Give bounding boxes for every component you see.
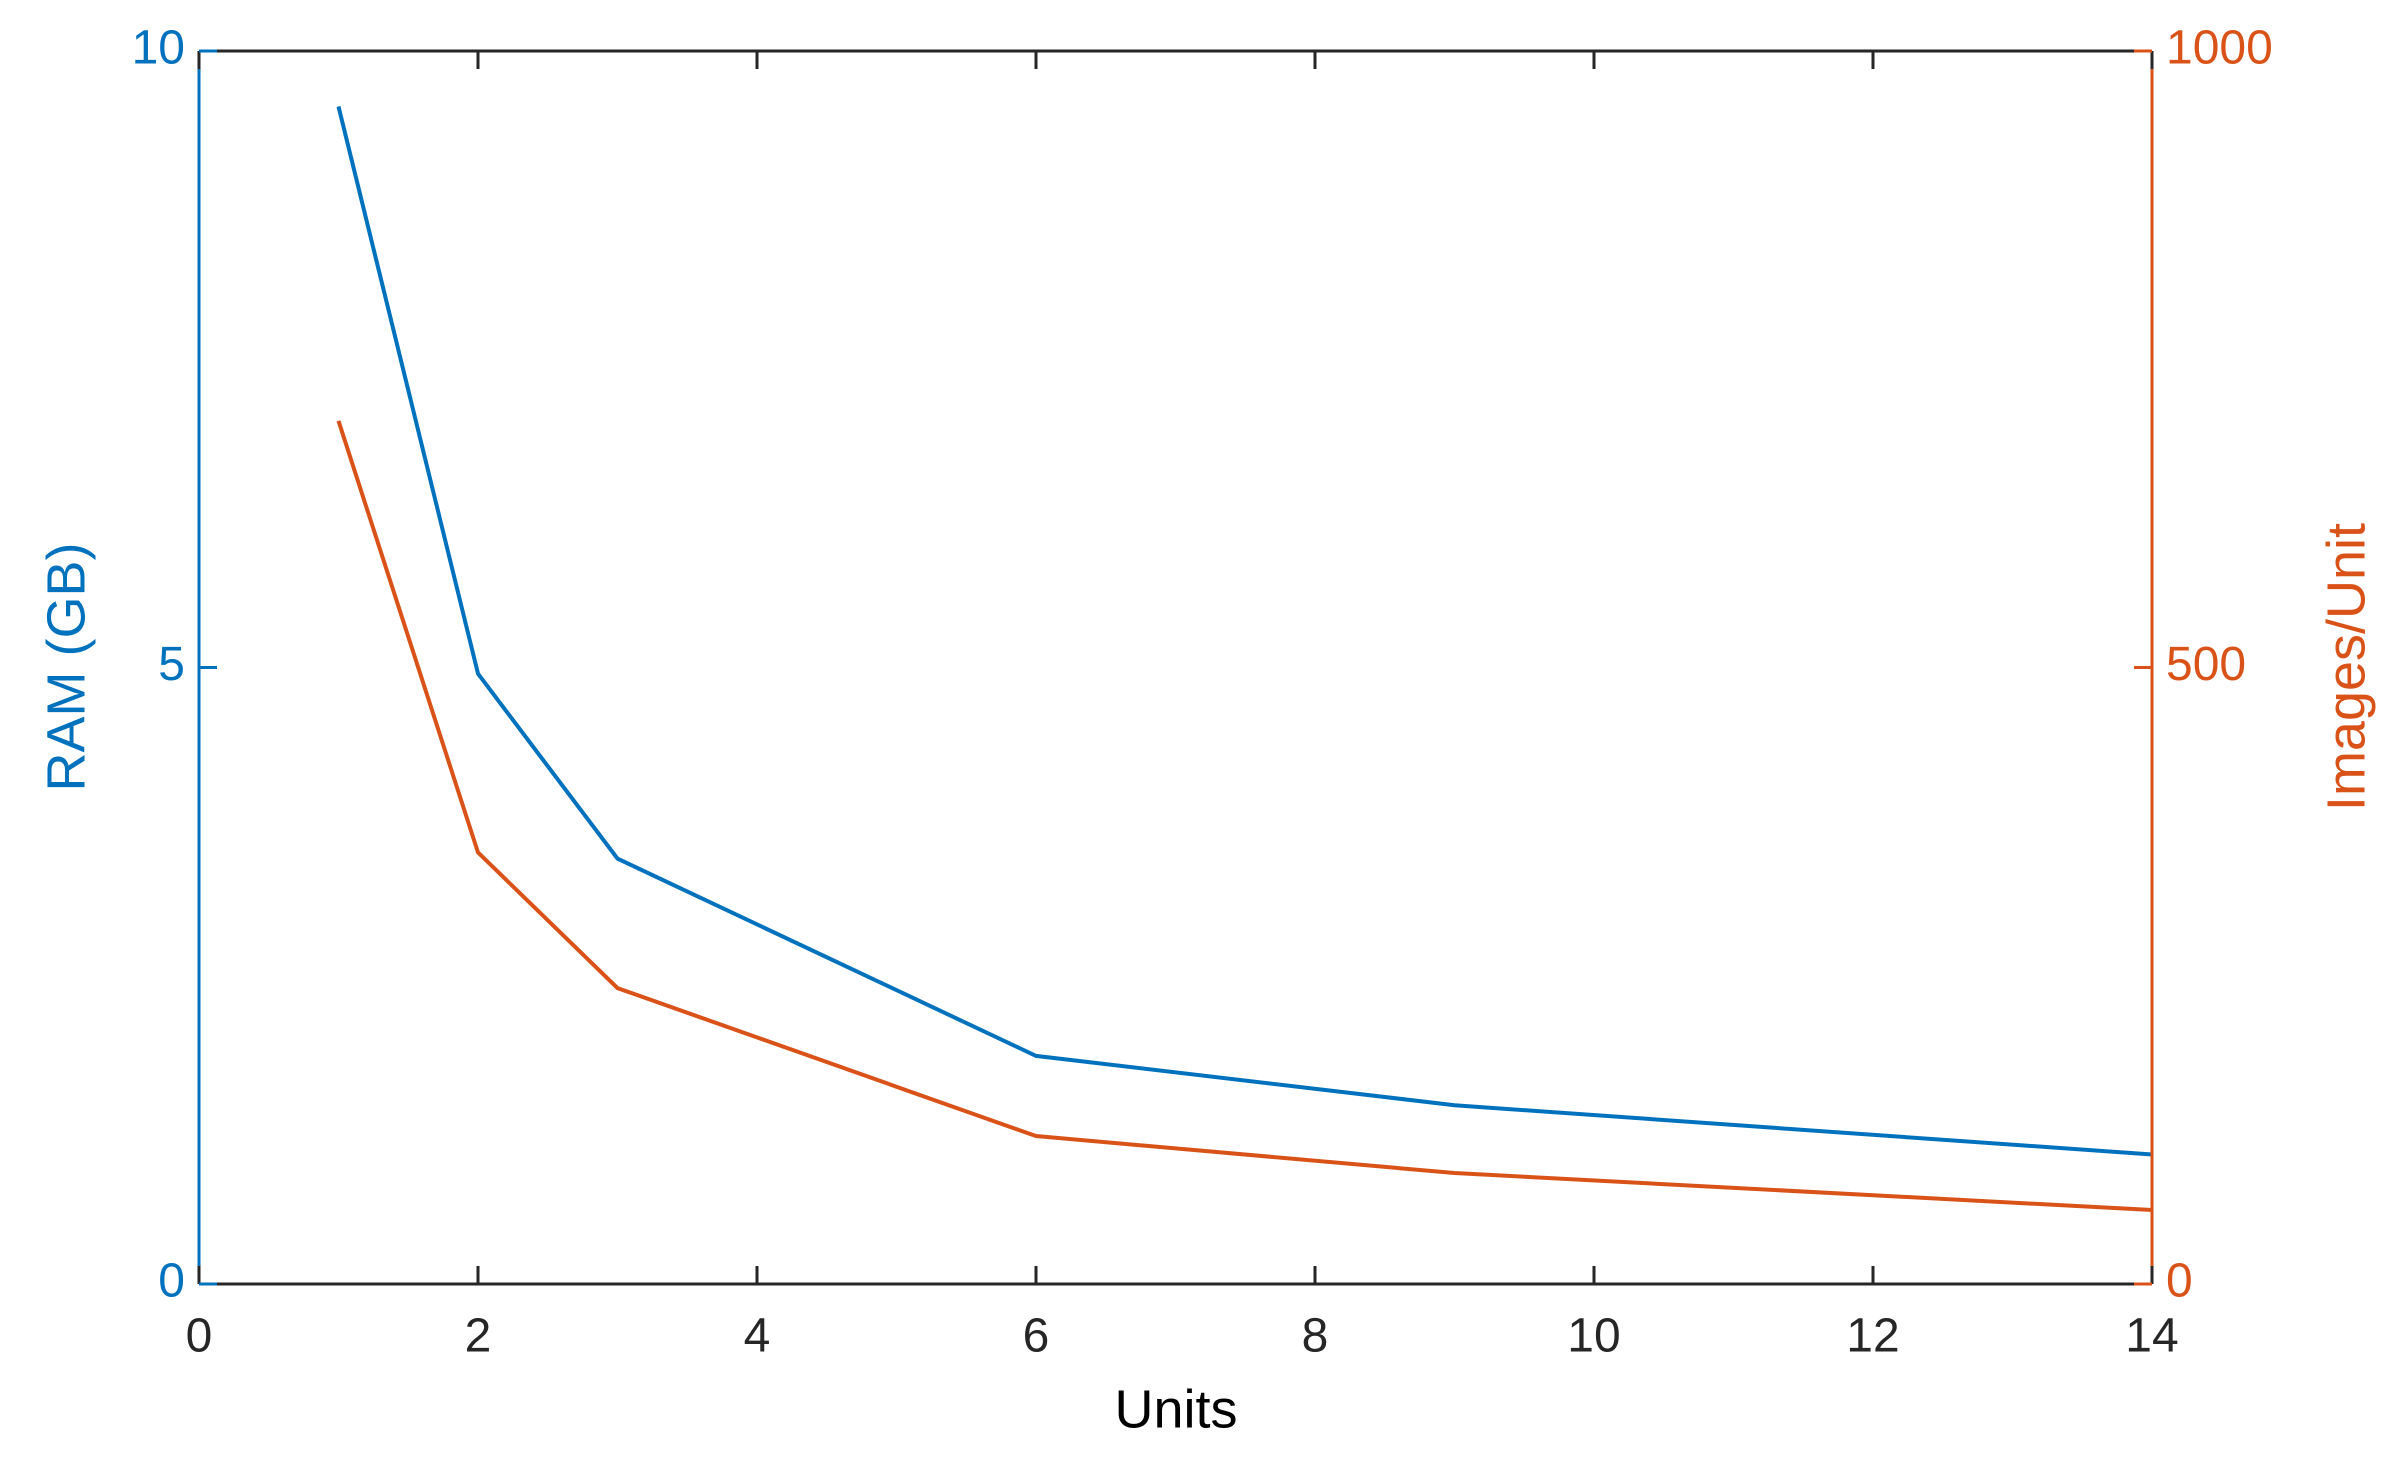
x-tick-label: 0 <box>186 1310 213 1363</box>
y2-tick-label: 500 <box>2166 638 2246 691</box>
x-tick-label: 8 <box>1302 1310 1329 1363</box>
y2-tick-label: 1000 <box>2166 22 2273 75</box>
y-tick-label: 10 <box>132 22 185 75</box>
x-tick-label: 2 <box>465 1310 492 1363</box>
x-tick-label: 14 <box>2125 1310 2178 1363</box>
y2-tick-label: 0 <box>2166 1255 2193 1308</box>
y2-axis-label: Images/Unit <box>2316 523 2376 811</box>
x-axis-label: Units <box>1114 1379 1237 1439</box>
x-tick-label: 6 <box>1023 1310 1050 1363</box>
x-tick-label: 4 <box>744 1310 771 1363</box>
y-tick-label: 5 <box>158 638 185 691</box>
y-axis-label: RAM (GB) <box>36 543 96 792</box>
y-tick-label: 0 <box>158 1255 185 1308</box>
series-line <box>336 420 2153 1213</box>
series-line <box>336 106 2153 1157</box>
x-tick-label: 12 <box>1846 1310 1899 1363</box>
x-tick-label: 10 <box>1567 1310 1620 1363</box>
